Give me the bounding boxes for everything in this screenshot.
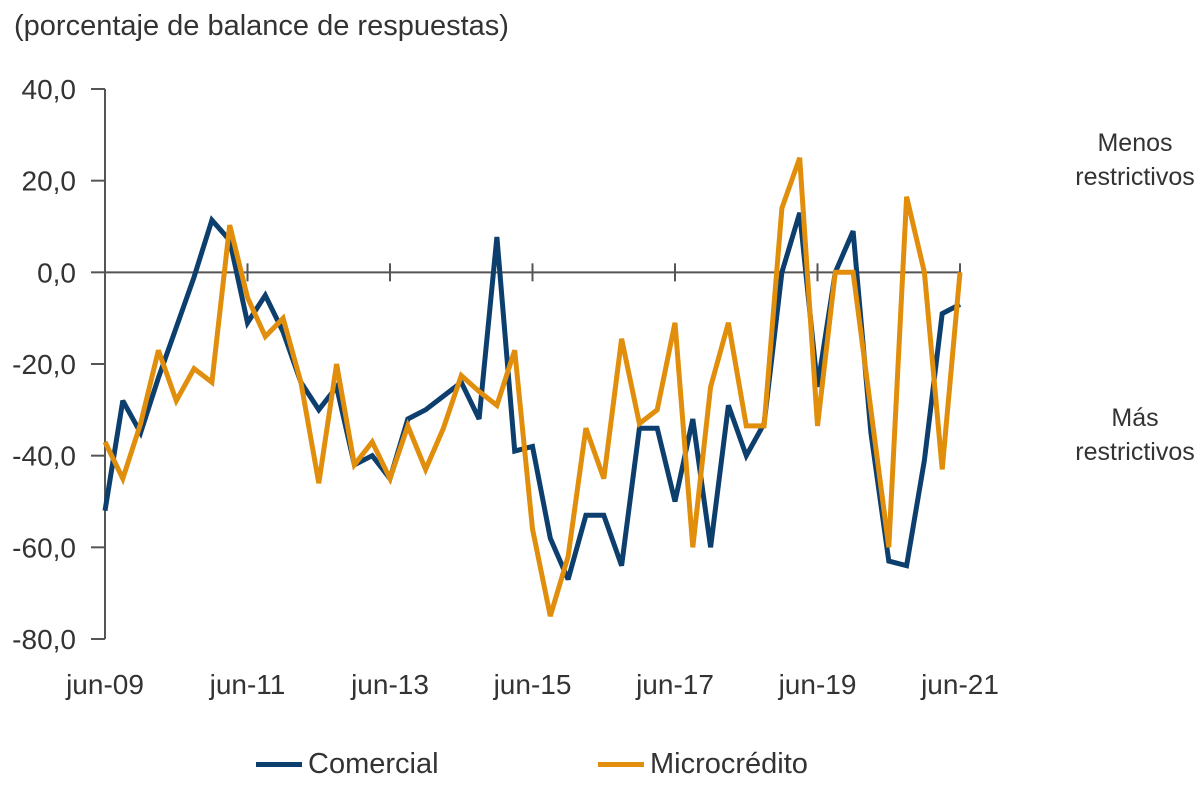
x-tick-label: jun-21 — [920, 669, 999, 700]
y-tick-label: 20,0 — [22, 166, 77, 197]
x-tick-label: jun-17 — [635, 669, 714, 700]
legend-swatch-comercial — [256, 762, 302, 767]
x-tick-label: jun-19 — [778, 669, 857, 700]
x-tick-label: jun-13 — [350, 669, 429, 700]
x-tick-label: jun-15 — [493, 669, 572, 700]
legend-item-comercial: Comercial — [256, 748, 439, 781]
annotation-line: restrictivos — [1075, 438, 1195, 466]
y-tick-label: -20,0 — [12, 349, 76, 380]
legend: Comercial Microcrédito — [0, 748, 1200, 788]
series-line-comercial — [102, 212, 962, 581]
series-line-microcredito — [102, 156, 963, 617]
annotation-line: Más — [1111, 404, 1159, 432]
x-tick-label: jun-09 — [65, 669, 144, 700]
legend-label: Comercial — [308, 748, 439, 780]
annotation-more-restrictive: Más restrictivos — [1055, 401, 1200, 469]
annotation-line: Menos — [1097, 129, 1173, 157]
annotation-line: restrictivos — [1075, 163, 1195, 191]
x-tick-label: jun-11 — [209, 669, 286, 700]
y-tick-label: -60,0 — [12, 532, 76, 563]
y-tick-label: -40,0 — [12, 441, 76, 472]
y-tick-label: -80,0 — [12, 624, 76, 655]
chart-subtitle: (porcentaje de balance de respuestas) — [14, 10, 509, 42]
y-tick-label: 40,0 — [22, 74, 77, 105]
annotation-less-restrictive: Menos restrictivos — [1055, 126, 1200, 194]
y-tick-label: 0,0 — [37, 257, 76, 288]
legend-item-microcredito: Microcrédito — [598, 748, 808, 781]
legend-label: Microcrédito — [650, 748, 808, 780]
legend-swatch-microcredito — [598, 762, 644, 767]
